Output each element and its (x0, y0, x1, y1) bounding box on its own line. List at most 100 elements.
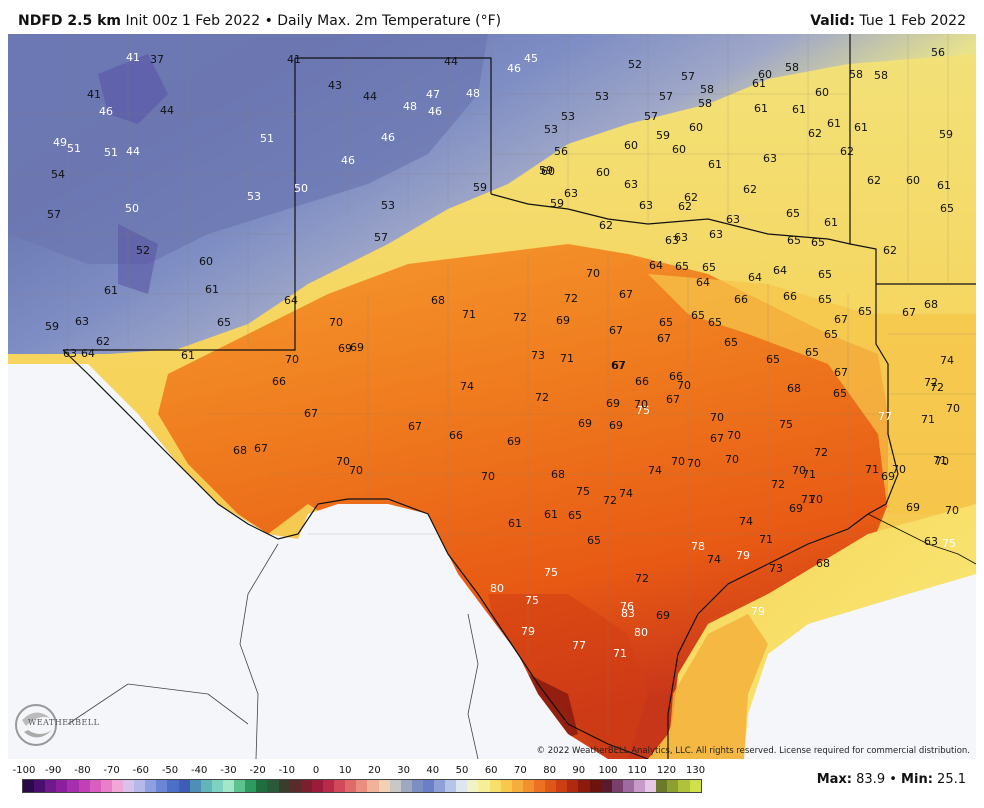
legend-tick-label: -70 (103, 765, 120, 776)
station-temp-label: 51 (104, 146, 118, 159)
colorbar-swatch (422, 780, 435, 792)
station-temp-label: 59 (45, 320, 59, 333)
station-temp-label: 63 (709, 228, 723, 241)
legend-tick-label: -40 (191, 765, 208, 776)
station-temp-label: 69 (556, 314, 570, 327)
station-temp-label: 47 (426, 88, 440, 101)
station-temp-label: 63 (639, 199, 653, 212)
station-temp-label: 41 (287, 53, 301, 66)
station-temp-label: 65 (766, 353, 780, 366)
colorbar-swatch (600, 780, 612, 792)
station-temp-label: 67 (304, 407, 318, 420)
colorbar-swatch (545, 780, 557, 792)
colorbar-swatch (289, 780, 301, 792)
station-temp-label: 54 (51, 168, 65, 181)
station-temp-label: 69 (606, 397, 620, 410)
station-temp-label: 58 (849, 68, 863, 81)
station-temp-label: 72 (513, 311, 527, 324)
station-temp-label: 69 (507, 435, 521, 448)
station-temp-label: 65 (805, 346, 819, 359)
station-temp-label: 80 (490, 582, 504, 595)
colorbar-swatch (67, 780, 79, 792)
colorbar-swatch (411, 780, 423, 792)
station-temp-label: 59 (939, 128, 953, 141)
legend-tick-label: 80 (543, 765, 556, 776)
station-temp-label: 70 (710, 411, 724, 424)
station-temp-label: 46 (99, 105, 113, 118)
station-temp-label: 41 (87, 88, 101, 101)
max-min-stats: Max: 83.9 • Min: 25.1 (816, 772, 966, 787)
station-temp-label: 72 (535, 391, 549, 404)
colorbar-swatch (400, 780, 412, 792)
legend-tick-label: -100 (12, 765, 36, 776)
station-temp-label: 48 (466, 87, 480, 100)
station-temp-label: 72 (771, 478, 785, 491)
station-temp-label: 62 (883, 244, 897, 257)
station-temp-label: 67 (834, 366, 848, 379)
colorbar-swatch (689, 780, 701, 792)
station-temp-label: 53 (247, 190, 261, 203)
station-temp-label: 43 (328, 79, 342, 92)
legend-tick-label: 50 (455, 765, 469, 776)
station-temp-label: 37 (150, 53, 164, 66)
station-temp-label: 44 (363, 90, 377, 103)
legend-ticks: -100 -90 -80 -70 -60 -50 -40 -30 -20 -10 0 10 20 30 40… (0, 765, 984, 779)
station-temp-label: 67 (609, 324, 623, 337)
station-temp-label: 67 (666, 393, 680, 406)
legend-tick-label: 130 (686, 765, 706, 776)
station-temp-label: 62 (678, 200, 692, 213)
colorbar-swatch (389, 780, 401, 792)
station-temp-label: 70 (935, 455, 949, 468)
legend-tick-label: 120 (656, 765, 676, 776)
temperature-map: 41 37 41 41 46 44 44 46 45 43 44 47 48 48 46 46 49 51 51 44… (8, 34, 976, 759)
legend-tick-label: 30 (397, 765, 410, 776)
station-temp-label: 64 (284, 294, 298, 307)
station-temp-label: 66 (734, 293, 748, 306)
station-temp-label: 44 (444, 55, 458, 68)
valid-label: Valid: (810, 13, 855, 29)
station-temp-label: 50 (294, 182, 308, 195)
station-temp-label: 58 (700, 83, 714, 96)
station-temp-label: 46 (381, 131, 395, 144)
colorbar-swatch (567, 780, 579, 792)
colorbar-swatch (534, 780, 546, 792)
product-name: NDFD 2.5 km (18, 13, 121, 29)
colorbar-swatch (56, 780, 68, 792)
station-temp-label: 51 (67, 142, 81, 155)
station-temp-label: 60 (758, 68, 772, 81)
station-temp-label: 62 (684, 191, 698, 204)
station-temp-label: 77 (878, 410, 892, 423)
station-temp-label: 65 (833, 387, 847, 400)
station-temp-label: 68 (787, 382, 801, 395)
colorbar-swatch (222, 780, 235, 792)
legend-tick-label: 70 (514, 765, 527, 776)
station-temp-label: 66 (272, 375, 286, 388)
legend-tick-label: 110 (627, 765, 647, 776)
valid-time: Valid: Tue 1 Feb 2022 (810, 13, 966, 29)
station-temp-label: 72 (814, 446, 828, 459)
station-temp-label: 64 (649, 259, 663, 272)
station-temp-label: 68 (431, 294, 445, 307)
station-temp-label: 50 (125, 202, 139, 215)
colorbar-swatch (356, 780, 368, 792)
init-time: Init 00z 1 Feb 2022 (125, 13, 261, 29)
station-temp-label: 71 (613, 647, 627, 660)
station-temp-label: 65 (702, 261, 716, 274)
station-temp-label: 67 (834, 313, 848, 326)
colorbar-swatch (45, 780, 57, 792)
colorbar-swatch (522, 780, 535, 792)
coastline (867, 513, 976, 565)
station-temp-label: 67 (612, 359, 626, 372)
colorbar-swatch (234, 780, 246, 792)
station-temp-label: 57 (47, 208, 61, 221)
station-temp-label: 74 (707, 553, 721, 566)
station-temp-label: 70 (892, 463, 906, 476)
station-temp-label: 63 (726, 213, 740, 226)
station-temp-label: 59 (539, 164, 553, 177)
station-temp-label: 67 (408, 420, 422, 433)
station-temp-label: 60 (906, 174, 920, 187)
station-temp-label: 71 (759, 533, 773, 546)
station-temp-label: 62 (867, 174, 881, 187)
station-temp-label: 61 (752, 77, 766, 90)
